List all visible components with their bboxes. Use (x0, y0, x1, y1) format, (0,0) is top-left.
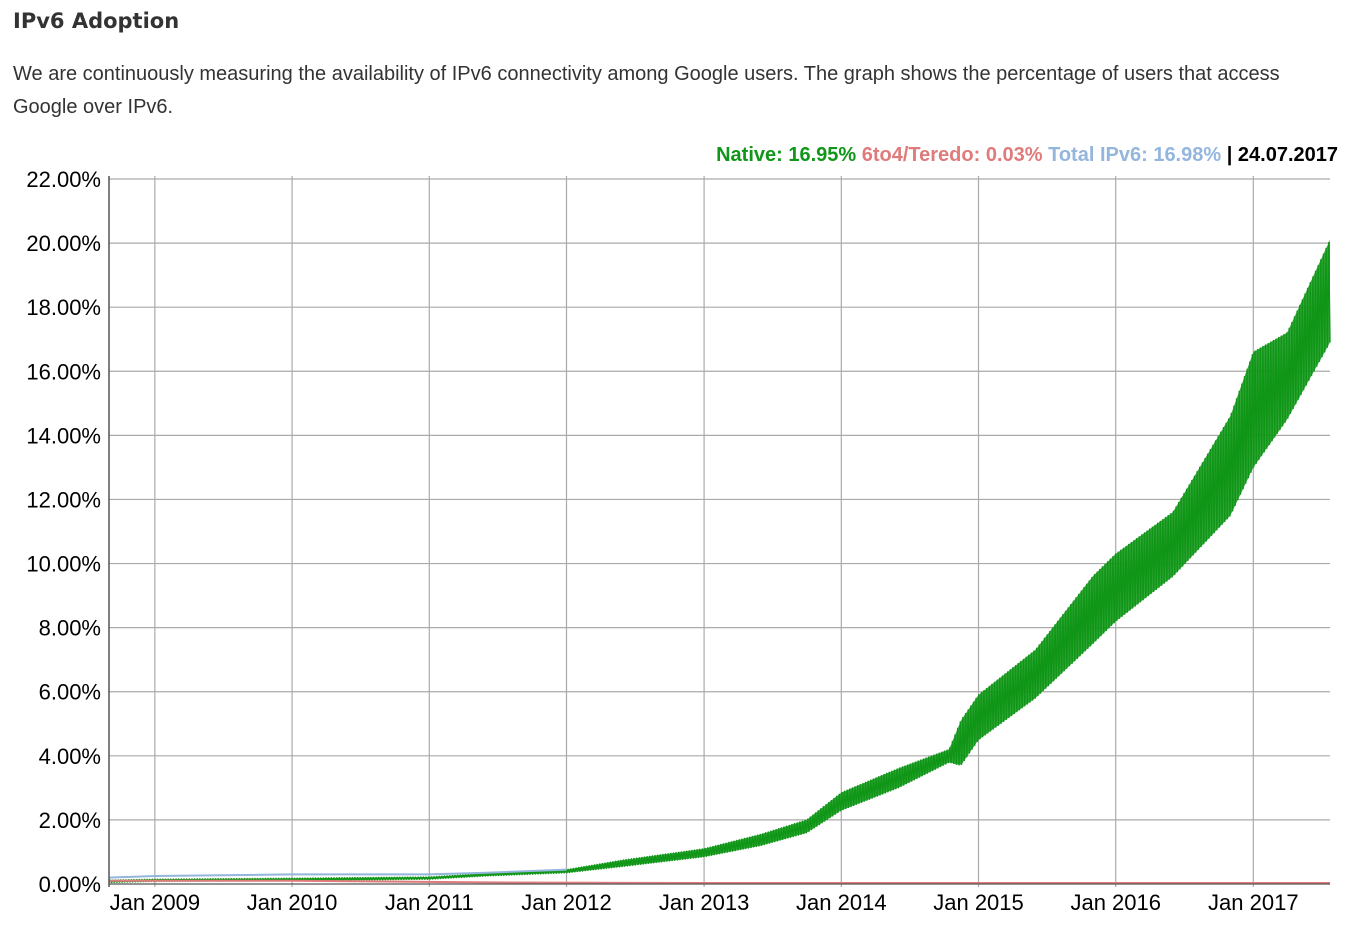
x-tick-label: Jan 2017 (1208, 890, 1299, 915)
x-tick-label: Jan 2010 (247, 890, 338, 915)
chart-legend: Native: 16.95% 6to4/Teredo: 0.03% Total … (716, 144, 1338, 167)
x-tick-label: Jan 2009 (110, 890, 201, 915)
y-tick-label: 0.00% (39, 872, 101, 897)
chart-grid (109, 176, 1330, 887)
chart-axes: 0.00% 2.00% 4.00% 6.00% 8.00% 10.00% 12.00% 14.… (26, 170, 1330, 915)
y-tick-label: 6.00% (39, 680, 101, 705)
chart-series (108, 239, 1331, 885)
series-total-ipv6-line (108, 868, 567, 879)
x-tick-label: Jan 2013 (659, 890, 750, 915)
legend-native: Native: 16.95% (716, 144, 857, 166)
x-tick-label: Jan 2012 (521, 890, 612, 915)
y-tick-label: 2.00% (39, 808, 101, 833)
y-tick-label: 4.00% (39, 744, 101, 769)
y-tick-label: 14.00% (26, 423, 101, 448)
y-tick-label: 18.00% (26, 295, 101, 320)
legend-total-ipv6: Total IPv6: 16.98% (1048, 144, 1222, 166)
y-tick-label: 22.00% (26, 170, 101, 192)
x-tick-label: Jan 2014 (796, 890, 887, 915)
page-title: IPv6 Adoption (13, 9, 180, 33)
legend-date: 24.07.2017 (1237, 144, 1338, 166)
ipv6-adoption-chart: 0.00% 2.00% 4.00% 6.00% 8.00% 10.00% 12.00% 14.… (26, 170, 1331, 915)
y-tick-label: 12.00% (26, 487, 101, 512)
x-tick-label: Jan 2011 (385, 890, 474, 915)
x-tick-label: Jan 2015 (933, 890, 1024, 915)
legend-separator: | (1226, 144, 1233, 166)
legend-6to4-teredo: 6to4/Teredo: 0.03% (861, 144, 1043, 166)
x-tick-label: Jan 2016 (1070, 890, 1161, 915)
series-6to4-teredo-line (109, 879, 1330, 885)
y-tick-label: 10.00% (26, 552, 101, 577)
y-tick-label: 16.00% (26, 359, 101, 384)
y-tick-label: 20.00% (26, 231, 101, 256)
intro-paragraph: We are continuously measuring the availa… (13, 63, 1280, 118)
y-tick-label: 8.00% (39, 616, 101, 641)
